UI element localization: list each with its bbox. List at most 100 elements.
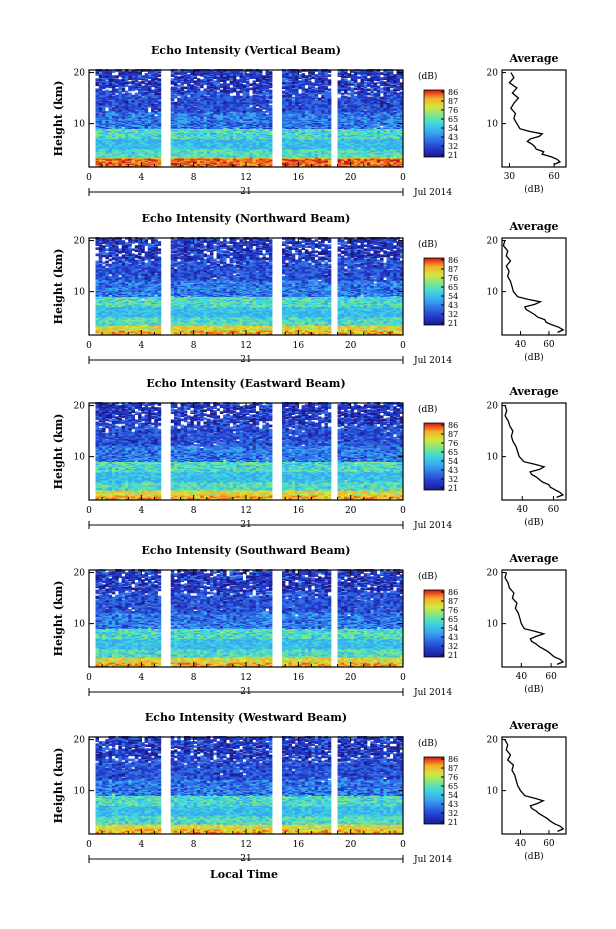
x-tick-label: 20 (345, 673, 357, 683)
x-tick-label: 20 (345, 341, 357, 351)
colorbar (424, 90, 444, 157)
colorbar-tick-label: 54 (448, 624, 458, 633)
colorbar-tick-label: 32 (448, 809, 458, 818)
colorbar-tick-label: 54 (448, 791, 458, 800)
colorbar-tick-label: 76 (448, 274, 458, 283)
colorbar (424, 258, 444, 325)
colorbar-tick-label: 65 (448, 115, 458, 124)
y-tick-label: 10 (74, 288, 86, 298)
colorbar-tick-label: 43 (448, 633, 458, 642)
x-tick-label: 0 (86, 840, 92, 850)
x-tick-label: 20 (345, 840, 357, 850)
colorbar-tick-label: 32 (448, 475, 458, 484)
y-tick-label: 20 (74, 237, 86, 247)
panel-2: Echo Intensity (Northward Beam)2010Heigh… (52, 212, 566, 366)
x-tick-label: 4 (138, 840, 144, 850)
colorbar-tick-label: 86 (448, 588, 458, 597)
figure-xlabel: Local Time (210, 868, 278, 881)
colorbar (424, 590, 444, 657)
colorbar-tick-label: 43 (448, 301, 458, 310)
x-tick-label: 12 (240, 840, 251, 850)
x-tick-label: 8 (191, 173, 197, 183)
x-tick-label: 4 (138, 341, 144, 351)
profile-y-tick-label: 10 (487, 787, 499, 797)
profile-y-tick-label: 10 (487, 620, 499, 630)
profile-x-tick-label: 60 (545, 672, 557, 682)
y-tick-label: 20 (74, 736, 86, 746)
x-tick-label: 4 (138, 506, 144, 516)
colorbar-tick-label: 43 (448, 800, 458, 809)
date-month-label: Jul 2014 (413, 356, 452, 366)
colorbar-tick-label: 43 (448, 133, 458, 142)
colorbar-tick-label: 43 (448, 466, 458, 475)
profile-frame (502, 737, 566, 834)
profile-line (505, 573, 563, 665)
colorbar-tick-label: 32 (448, 142, 458, 151)
x-tick-label: 4 (138, 173, 144, 183)
colorbar-tick-label: 32 (448, 310, 458, 319)
x-tick-label: 16 (293, 173, 305, 183)
profile-line (503, 241, 563, 333)
profile-title: Average (508, 220, 558, 233)
x-tick-label: 0 (400, 840, 406, 850)
date-day-label: 21 (240, 854, 251, 864)
date-month-label: Jul 2014 (413, 855, 452, 865)
colorbar-tick-label: 54 (448, 124, 458, 133)
profile-xlabel: (dB) (524, 684, 543, 695)
colorbar-tick-label: 86 (448, 755, 458, 764)
panel-title: Echo Intensity (Eastward Beam) (146, 377, 345, 390)
panel-title: Echo Intensity (Northward Beam) (142, 212, 351, 225)
colorbar-tick-label: 87 (448, 764, 458, 773)
colorbar-unit: (dB) (418, 239, 437, 250)
colorbar-unit: (dB) (418, 404, 437, 415)
x-tick-label: 20 (345, 173, 357, 183)
profile-x-tick-label: 40 (515, 839, 527, 849)
profile-frame (502, 403, 566, 500)
colorbar-tick-label: 65 (448, 283, 458, 292)
date-day-label: 21 (240, 187, 251, 197)
profile-title: Average (508, 385, 558, 398)
y-axis-label: Height (km) (52, 748, 65, 824)
y-tick-label: 20 (74, 569, 86, 579)
panel-4: Echo Intensity (Southward Beam)2010Heigh… (52, 544, 566, 698)
colorbar-tick-label: 21 (448, 651, 458, 660)
colorbar-tick-label: 54 (448, 292, 458, 301)
x-tick-label: 12 (240, 341, 251, 351)
y-tick-label: 10 (74, 120, 86, 130)
x-tick-label: 12 (240, 173, 251, 183)
profile-x-tick-label: 40 (517, 505, 529, 515)
profile-y-tick-label: 10 (487, 453, 499, 463)
colorbar-tick-label: 76 (448, 439, 458, 448)
profile-x-tick-label: 60 (543, 839, 555, 849)
heatmap-cells (96, 736, 404, 834)
x-tick-label: 8 (191, 506, 197, 516)
colorbar-tick-label: 86 (448, 421, 458, 430)
x-tick-label: 8 (191, 673, 197, 683)
date-day-label: 21 (240, 687, 251, 697)
profile-title: Average (508, 719, 558, 732)
colorbar-tick-label: 76 (448, 606, 458, 615)
colorbar (424, 423, 444, 490)
profile-x-tick-label: 60 (543, 340, 555, 350)
x-tick-label: 16 (293, 341, 305, 351)
colorbar-tick-label: 86 (448, 256, 458, 265)
profile-y-tick-label: 20 (487, 402, 499, 412)
date-month-label: Jul 2014 (413, 188, 452, 198)
x-tick-label: 0 (86, 341, 92, 351)
y-tick-label: 10 (74, 453, 86, 463)
colorbar-tick-label: 65 (448, 448, 458, 457)
colorbar (424, 757, 444, 824)
x-tick-label: 0 (86, 506, 92, 516)
profile-y-tick-label: 10 (487, 288, 499, 298)
profile-y-tick-label: 20 (487, 69, 499, 79)
colorbar-tick-label: 65 (448, 782, 458, 791)
profile-y-tick-label: 20 (487, 736, 499, 746)
x-tick-label: 0 (400, 506, 406, 516)
profile-line (509, 73, 560, 165)
colorbar-tick-label: 87 (448, 430, 458, 439)
x-tick-label: 0 (86, 673, 92, 683)
colorbar-tick-label: 87 (448, 265, 458, 274)
x-tick-label: 0 (86, 173, 92, 183)
y-tick-label: 20 (74, 402, 86, 412)
panel-5: Echo Intensity (Westward Beam)2010Height… (52, 711, 566, 865)
